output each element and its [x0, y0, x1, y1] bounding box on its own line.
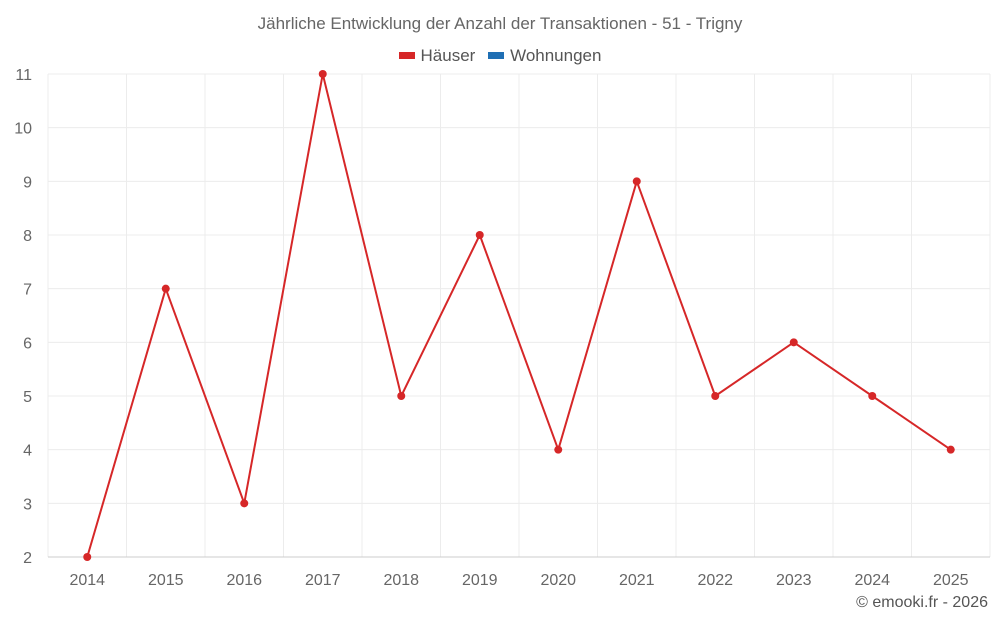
y-axis-labels: 2 3 4 5 6 7 8 9 10 11	[14, 67, 32, 567]
data-point	[240, 499, 249, 508]
y-tick-label: 10	[14, 121, 32, 138]
x-tick-label: 2020	[540, 572, 576, 589]
y-tick-label: 3	[23, 496, 32, 513]
data-point	[475, 231, 484, 239]
series-line-0	[86, 73, 952, 558]
data-point	[397, 392, 406, 400]
data-point	[789, 338, 798, 347]
y-tick-label: 7	[23, 282, 32, 299]
x-tick-label: 2021	[619, 572, 655, 589]
y-tick-label: 2	[23, 550, 32, 567]
legend-label-haeuser: Häuser	[420, 45, 476, 65]
data-point	[711, 392, 720, 400]
legend-swatch-haeuser	[398, 52, 415, 59]
credit: © emooki.fr - 2026	[856, 594, 988, 611]
x-tick-label: 2014	[69, 572, 105, 589]
legend-swatch-wohnungen	[488, 52, 505, 59]
y-tick-label: 4	[23, 443, 32, 460]
legend-label-wohnungen: Wohnungen	[510, 45, 602, 65]
data-point	[868, 392, 877, 400]
x-tick-label: 2022	[697, 572, 733, 589]
data-point	[318, 70, 327, 78]
y-tick-label: 8	[23, 228, 32, 245]
y-tick-label: 6	[23, 335, 32, 352]
chart-title: Jährliche Entwicklung der Anzahl der Tra…	[257, 14, 743, 33]
x-tick-label: 2015	[148, 572, 184, 589]
x-tick-label: 2016	[226, 572, 262, 589]
data-point	[161, 284, 170, 293]
data-point	[554, 445, 563, 454]
x-tick-label: 2025	[933, 572, 969, 589]
data-point	[946, 445, 955, 454]
data-point	[632, 177, 641, 186]
series-layer	[83, 70, 955, 561]
legend: Häuser Wohnungen	[0, 44, 1000, 66]
x-tick-label: 2019	[462, 572, 498, 589]
x-tick-label: 2017	[305, 572, 341, 589]
x-axis-labels: 2014 2015 2016 2017 2018 2019 2020 2021 2022 2023…	[69, 572, 968, 589]
x-tick-label: 2023	[776, 572, 812, 589]
x-tick-label: 2018	[383, 572, 419, 589]
y-tick-label: 11	[15, 67, 32, 84]
legend-item-haeuser[interactable]: Häuser	[398, 45, 476, 66]
legend-item-wohnungen[interactable]: Wohnungen	[488, 46, 601, 66]
y-tick-label: 9	[23, 174, 32, 191]
x-tick-label: 2024	[854, 572, 890, 589]
data-point	[83, 553, 92, 561]
y-tick-label: 5	[23, 389, 32, 406]
grid	[47, 73, 991, 557]
